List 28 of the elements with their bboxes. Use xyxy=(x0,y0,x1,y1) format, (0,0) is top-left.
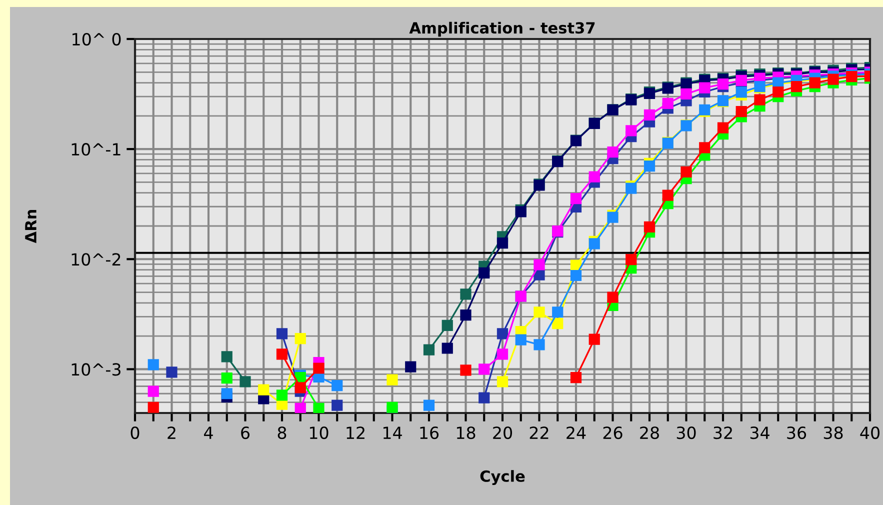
x-tick-label: 6 xyxy=(241,426,250,440)
x-tick-label: 32 xyxy=(714,426,732,440)
y-axis-title: ΔRn xyxy=(25,210,36,244)
y-tick-label: 10^-2 xyxy=(72,253,120,266)
x-tick-label: 0 xyxy=(130,426,140,440)
x-tick-label: 38 xyxy=(824,426,843,440)
x-tick-label: 34 xyxy=(750,426,770,440)
y-tick-label: 10^-1 xyxy=(72,143,120,156)
x-tick-label: 16 xyxy=(420,426,439,440)
x-tick-label: 26 xyxy=(603,426,622,440)
chart-title: Amplification - test37 xyxy=(409,22,595,37)
x-tick-label: 30 xyxy=(676,426,696,440)
x-tick-label: 20 xyxy=(493,426,512,440)
y-tick-label: 10^-3 xyxy=(72,363,120,376)
x-tick-label: 24 xyxy=(566,426,586,439)
y-tick-label: 10^ 0 xyxy=(72,32,121,46)
x-tick-label: 40 xyxy=(860,426,880,440)
x-axis-title: Cycle xyxy=(480,470,525,486)
x-tick-label: 18 xyxy=(456,426,476,440)
x-tick-label: 8 xyxy=(278,426,286,440)
x-tick-label: 28 xyxy=(640,426,659,440)
x-tick-label: 10 xyxy=(310,426,328,440)
x-tick-label: 14 xyxy=(383,426,402,439)
x-tick-label: 4 xyxy=(204,426,213,439)
x-tick-label: 2 xyxy=(168,426,176,439)
x-tick-label: 12 xyxy=(346,426,364,439)
x-tick-label: 36 xyxy=(787,426,806,440)
x-tick-label: 22 xyxy=(530,426,548,439)
